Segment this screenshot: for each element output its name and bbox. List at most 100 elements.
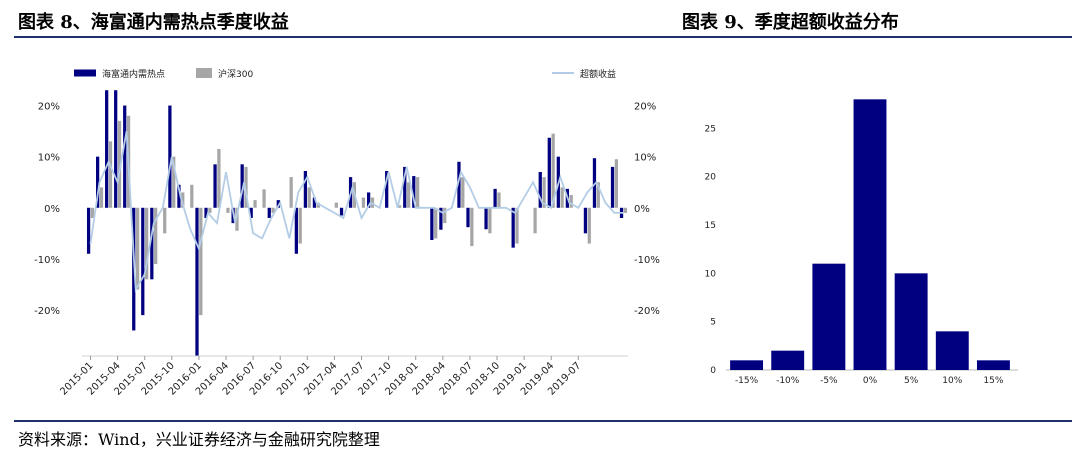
index-bar (235, 207, 239, 231)
index-bar (560, 187, 564, 208)
index-bar (434, 207, 438, 239)
fund-bar (538, 172, 542, 208)
fund-bar (439, 207, 443, 230)
legend-label-1: 沪深300 (218, 68, 253, 80)
index-bar (334, 202, 338, 208)
right-y-tick-5: 25 (705, 124, 716, 134)
fund-bar (385, 170, 389, 208)
fund-bar (412, 176, 416, 208)
index-bar (172, 156, 176, 208)
fund-bar (294, 207, 298, 254)
distribution-bar-1 (771, 350, 805, 370)
index-bar (497, 192, 501, 208)
right-x-tick-5: 10% (942, 376, 962, 386)
index-bar (397, 205, 402, 208)
right-x-tick-4: 5% (904, 376, 919, 386)
left-y-axis-left: 20% 10% 0% -10% -20% (34, 102, 60, 317)
index-bar (108, 141, 113, 208)
fund-bar (276, 200, 280, 208)
legend-swatch-1 (196, 68, 212, 78)
legend-swatch-0 (74, 69, 96, 77)
right-figure-title: 图表 9、季度超额收益分布 (682, 12, 899, 33)
fund-bar (493, 188, 497, 208)
source-note: 资料来源：Wind，兴业证券经济与金融研究院整理 (18, 430, 380, 449)
left-legend: 海富通内需热点 沪深300 超额收益 (74, 68, 616, 80)
index-bar (199, 207, 203, 316)
index-bar (470, 207, 474, 247)
right-x-tick-2: -5% (820, 376, 838, 386)
fund-bar (150, 207, 154, 280)
right-chart: 0 5 10 15 20 25 -15% -10% -5% 0% 5% 10% 15% (705, 99, 1018, 386)
index-bar (515, 207, 519, 244)
index-bar (542, 177, 546, 208)
right-axes: 0 5 10 15 20 25 -15% -10% -5% 0% 5% 10% 15% (705, 124, 1018, 386)
fund-bar (168, 105, 172, 208)
y-tick-right-3: -10% (634, 255, 660, 266)
right-x-tick-1: -10% (776, 376, 800, 386)
index-bar (181, 192, 185, 208)
distribution-bar-2 (812, 263, 846, 370)
fund-bar (95, 156, 100, 208)
index-bar (316, 202, 320, 208)
distribution-bar-4 (894, 273, 928, 370)
y-tick-left-4: -20% (34, 306, 60, 317)
fund-bar (592, 158, 597, 208)
index-bar (208, 207, 212, 213)
y-tick-left-1: 10% (38, 153, 60, 164)
fund-bar (177, 184, 181, 208)
fund-bar (547, 137, 551, 208)
fund-bar (240, 164, 244, 208)
fund-bar (403, 166, 407, 208)
fund-bar (204, 207, 208, 218)
fund-bar (105, 90, 109, 208)
fund-bar (267, 207, 271, 218)
index-bar (551, 133, 555, 208)
distribution-bar-3 (853, 99, 887, 370)
index-bar (190, 184, 194, 208)
y-tick-left-3: -10% (34, 255, 60, 266)
right-y-tick-4: 20 (705, 173, 717, 183)
fund-bar (312, 197, 317, 208)
index-bar (90, 207, 95, 218)
index-bar (587, 207, 591, 244)
fund-bar (484, 207, 488, 230)
left-y-axis-right: 20% 10% 0% -10% -20% (634, 102, 660, 317)
y-tick-right-0: 20% (634, 102, 656, 113)
fund-bar (123, 105, 127, 208)
index-bar (163, 207, 167, 234)
index-bar (145, 207, 149, 280)
index-bar (416, 177, 420, 208)
fund-bar (195, 207, 199, 356)
fund-bar (610, 166, 615, 208)
index-bar (262, 189, 266, 208)
fund-bar (249, 207, 253, 218)
index-bar (226, 207, 230, 213)
top-rule (14, 36, 1072, 38)
fund-bar (430, 207, 434, 240)
fund-bar (303, 170, 308, 208)
index-bar (569, 195, 573, 208)
fund-bar (466, 207, 470, 228)
index-bar (488, 207, 492, 234)
index-bar (154, 207, 158, 264)
index-bar (117, 120, 122, 208)
left-chart: 海富通内需热点 沪深300 超额收益 20% 10% 0% -10% -20% 20% 10%… (34, 68, 660, 398)
distribution-bar-0 (730, 360, 764, 370)
left-bars (86, 90, 628, 356)
left-excess-line (89, 130, 624, 293)
right-y-tick-3: 15 (705, 221, 716, 231)
distribution-bar-5 (935, 331, 969, 370)
left-figure-title: 图表 8、海富通内需热点季度收益 (18, 12, 289, 33)
fund-bar (141, 207, 145, 316)
index-bar (596, 182, 600, 208)
fund-bar (339, 207, 344, 216)
bottom-rule (14, 420, 1072, 422)
fund-bar (366, 192, 371, 208)
right-x-tick-0: -15% (735, 376, 759, 386)
index-bar (623, 207, 628, 213)
index-bar (244, 166, 248, 208)
right-y-tick-0: 0 (710, 366, 716, 376)
right-bars (730, 99, 1010, 370)
index-bar (289, 177, 293, 208)
index-bar (533, 207, 537, 234)
